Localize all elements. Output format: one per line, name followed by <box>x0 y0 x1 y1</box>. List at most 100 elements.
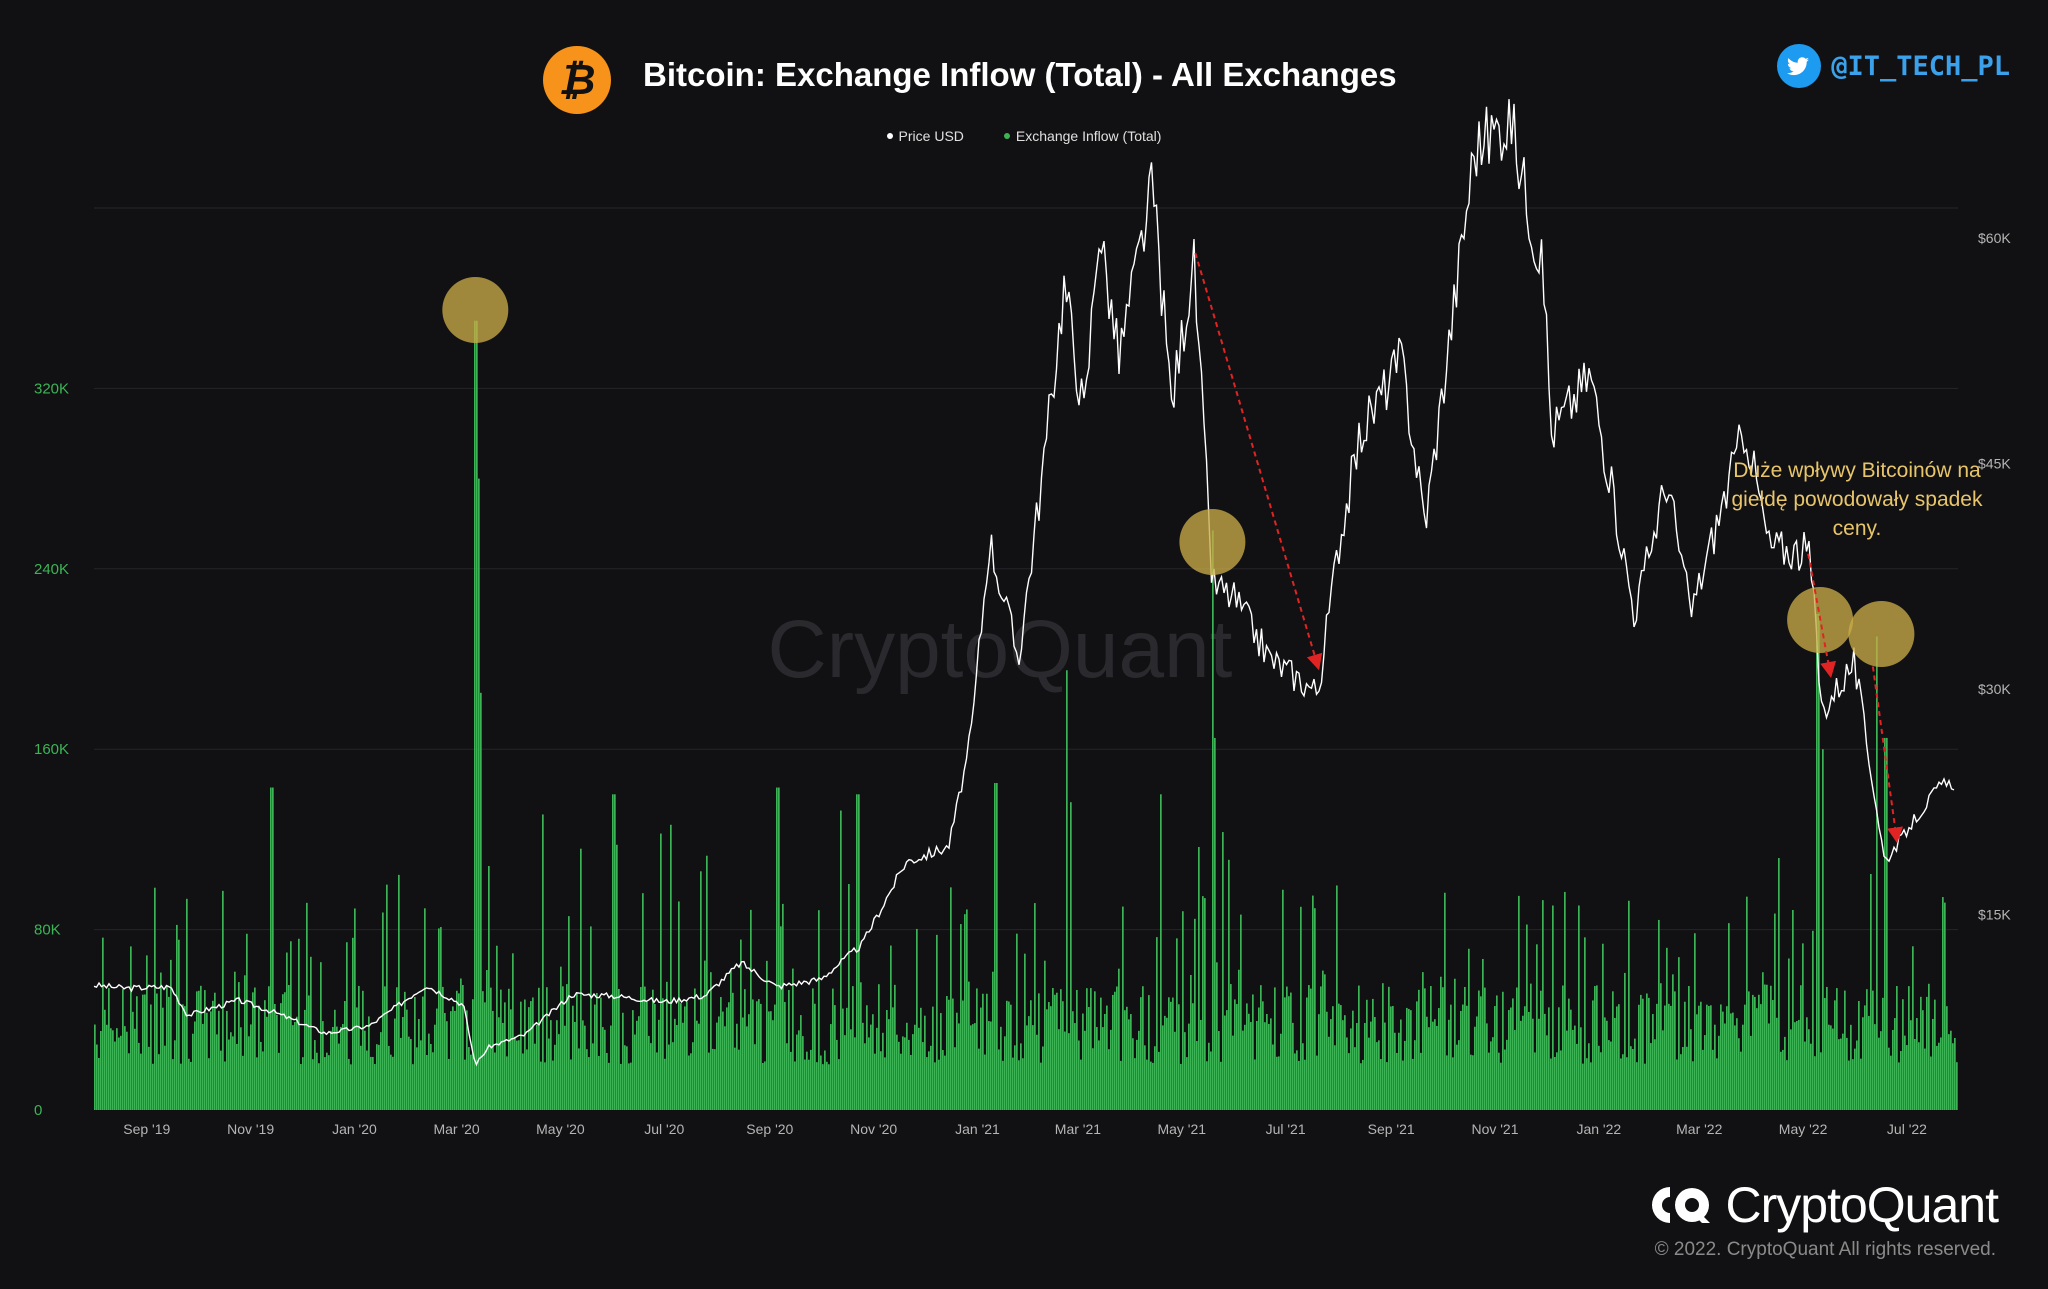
inflow-bar <box>158 1054 160 1110</box>
inflow-bar <box>214 992 216 1110</box>
inflow-bar <box>1094 991 1096 1110</box>
inflow-bar <box>206 1012 208 1110</box>
inflow-bar <box>280 1003 282 1110</box>
inflow-bar <box>718 1016 720 1110</box>
inflow-bar <box>1024 953 1026 1110</box>
y-right-tick: $60K <box>1978 230 2011 246</box>
inflow-bar <box>864 1043 866 1110</box>
inflow-bar <box>1230 984 1232 1110</box>
inflow-bar <box>1846 1037 1848 1110</box>
inflow-bar <box>1924 1048 1926 1110</box>
inflow-bar <box>1212 530 1214 1110</box>
inflow-bar <box>752 999 754 1110</box>
inflow-bar <box>644 986 646 1110</box>
inflow-bar <box>1654 1039 1656 1110</box>
inflow-bar <box>518 1040 520 1110</box>
inflow-bar <box>462 985 464 1110</box>
inflow-bar <box>1144 1045 1146 1110</box>
inflow-bar <box>1848 1060 1850 1110</box>
legend-item-price[interactable]: Price USD <box>886 128 964 144</box>
inflow-bar <box>1862 1017 1864 1110</box>
inflow-bar <box>426 1055 428 1110</box>
inflow-bar <box>1808 1029 1810 1110</box>
inflow-bar <box>958 1023 960 1110</box>
inflow-bar <box>1228 859 1230 1110</box>
inflow-bar <box>1796 1020 1798 1110</box>
inflow-bar <box>1622 1054 1624 1110</box>
inflow-bar <box>252 992 254 1110</box>
inflow-bar <box>508 988 510 1110</box>
inflow-bar <box>1646 993 1648 1110</box>
brand-name: CryptoQuant <box>1725 1177 1999 1233</box>
twitter-bird-icon <box>1777 44 1822 88</box>
inflow-bar <box>1158 1051 1160 1110</box>
inflow-bar <box>754 1044 756 1110</box>
inflow-bar <box>1284 997 1286 1110</box>
inflow-bar <box>596 992 598 1110</box>
inflow-bar <box>148 1046 150 1110</box>
inflow-bar <box>438 928 440 1110</box>
inflow-bar <box>1544 1013 1546 1110</box>
inflow-bar <box>1888 1047 1890 1110</box>
inflow-bar <box>1208 1042 1210 1110</box>
inflow-bar <box>1452 1057 1454 1110</box>
chart-legend: Price USD Exchange Inflow (Total) <box>0 128 2048 144</box>
inflow-bar <box>1540 990 1542 1110</box>
inflow-bar <box>1512 998 1514 1110</box>
inflow-bar <box>532 997 534 1110</box>
inflow-bar <box>706 855 708 1110</box>
inflow-bar <box>1614 1017 1616 1110</box>
inflow-bar <box>1858 1001 1860 1110</box>
inflow-bar <box>1812 930 1814 1110</box>
inflow-bar <box>1480 996 1482 1110</box>
inflow-bar <box>964 914 966 1110</box>
inflow-bar <box>1404 1040 1406 1110</box>
inflow-bar <box>556 1020 558 1110</box>
inflow-bar <box>330 1030 332 1110</box>
inflow-bar <box>1834 1000 1836 1110</box>
inflow-bar <box>310 956 312 1110</box>
inflow-bar <box>1288 996 1290 1110</box>
inflow-bar <box>1456 1044 1458 1110</box>
inflow-bar <box>1340 1005 1342 1110</box>
inflow-bar <box>1482 958 1484 1110</box>
inflow-bar <box>1510 1007 1512 1110</box>
inflow-bar <box>1376 1042 1378 1110</box>
inflow-bar <box>1084 1030 1086 1110</box>
inflow-bar <box>1656 1003 1658 1110</box>
inflow-bar <box>1290 992 1292 1110</box>
inflow-bar <box>1064 1031 1066 1110</box>
inflow-bar <box>572 1005 574 1110</box>
inflow-bar <box>1400 1019 1402 1110</box>
inflow-bar <box>1058 1029 1060 1110</box>
inflow-bar <box>806 1051 808 1110</box>
inflow-bar <box>1616 1006 1618 1110</box>
inflow-bar <box>1906 1045 1908 1110</box>
x-tick: Sep '20 <box>746 1121 793 1137</box>
inflow-bar <box>658 1019 660 1110</box>
inflow-bar <box>1908 986 1910 1110</box>
twitter-tag[interactable]: @IT_TECH_PL <box>1777 44 2010 88</box>
inflow-bar <box>1408 1008 1410 1110</box>
inflow-bar <box>1490 1041 1492 1110</box>
inflow-bar <box>768 1011 770 1110</box>
inflow-bar <box>1250 1022 1252 1110</box>
inflow-bar <box>702 997 704 1110</box>
legend-item-inflow[interactable]: Exchange Inflow (Total) <box>1003 128 1161 144</box>
inflow-bar <box>918 1027 920 1110</box>
inflow-bar <box>1602 943 1604 1110</box>
inflow-bar <box>1804 1041 1806 1110</box>
inflow-bar <box>1344 1015 1346 1110</box>
cryptoquant-logo-icon <box>1651 1187 1710 1223</box>
inflow-bar <box>1412 1058 1414 1110</box>
inflow-bar <box>1410 1010 1412 1110</box>
inflow-bar <box>376 1044 378 1110</box>
inflow-bar <box>1304 1059 1306 1110</box>
inflow-bar <box>164 1045 166 1110</box>
inflow-bar <box>878 984 880 1110</box>
inflow-bar <box>792 968 794 1110</box>
inflow-bar <box>1940 1037 1942 1110</box>
inflow-bar <box>1326 1011 1328 1110</box>
inflow-bar <box>630 1062 632 1110</box>
x-tick: Sep '19 <box>123 1121 170 1137</box>
